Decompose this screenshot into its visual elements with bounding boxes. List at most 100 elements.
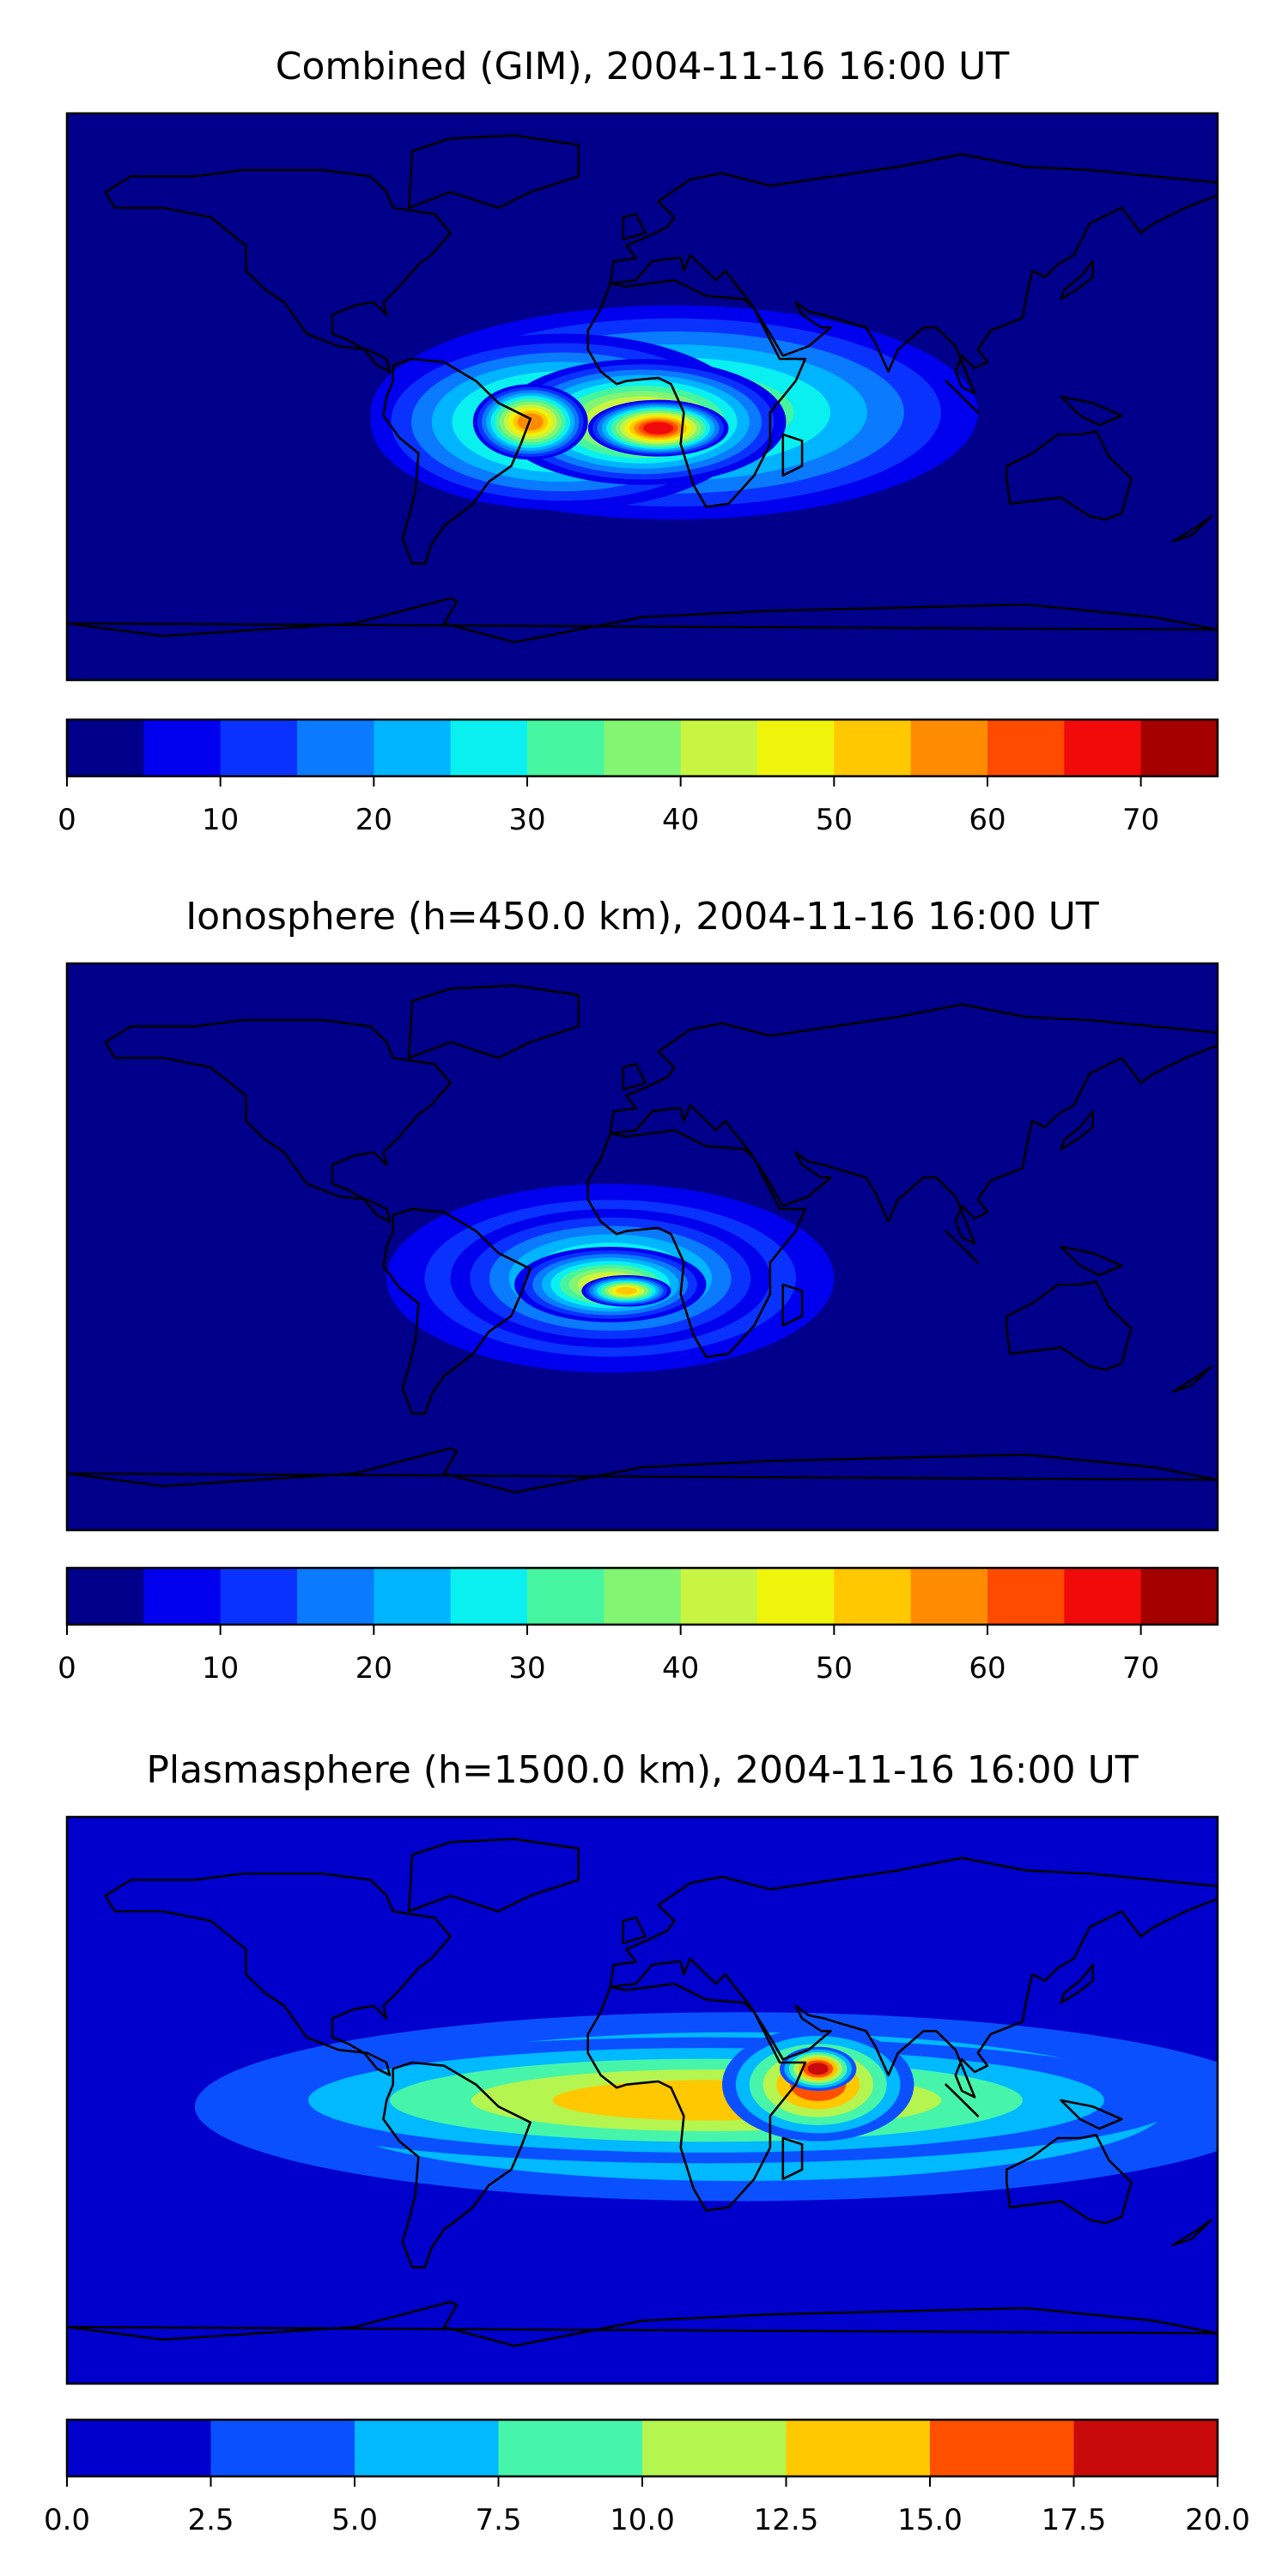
coastline: [407, 984, 580, 1060]
colorbar-segment: [143, 1568, 222, 1625]
colorbar-tick-label: 20.0: [1185, 2503, 1250, 2537]
coastline: [1005, 2134, 1133, 2225]
colorbar-segment: [930, 2420, 1074, 2476]
colorbar: 0 10 20 30 40 50 60 70: [58, 1566, 1219, 1686]
coastline: [382, 2061, 532, 2269]
coastline: [781, 433, 804, 477]
colorbar-segment: [1064, 1568, 1142, 1625]
coastline: [586, 1983, 807, 2212]
colorbar-tick-label: 0: [58, 803, 76, 837]
colorbar-segment: [498, 2420, 643, 2476]
coastline: [1060, 395, 1123, 427]
colorbar-tick-label: 10: [202, 803, 239, 837]
colorbar-segment: [1064, 720, 1142, 776]
coastline: [407, 134, 580, 210]
coastline: [1060, 1110, 1095, 1151]
colorbar-segment: [210, 2420, 355, 2476]
colorbar-tick-label: 10: [202, 1651, 239, 1686]
colorbar-tick-label: 30: [508, 803, 545, 837]
colorbar-tick-label: 10.0: [610, 2503, 675, 2537]
contour-band: [616, 1287, 637, 1295]
colorbar-segment: [987, 720, 1065, 776]
colorbar-segment: [642, 2420, 787, 2476]
coastline: [945, 1230, 980, 1264]
coastline: [945, 380, 980, 414]
colorbar-segment: [834, 1568, 912, 1625]
colorbar-tick-label: 0.0: [44, 2503, 90, 2537]
colorbar-tick-label: 20: [355, 1651, 392, 1686]
colorbar-segment: [297, 720, 374, 776]
coastline: [407, 1838, 580, 1913]
colorbar-segment: [680, 720, 758, 776]
coastline: [622, 1917, 647, 1944]
map-field: [67, 113, 1218, 680]
coastline: [104, 1872, 453, 2076]
colorbar-segment: [527, 720, 605, 776]
coastline: [781, 1283, 804, 1327]
coastline: [67, 2300, 1218, 2348]
coastline: [609, 1856, 1218, 2099]
coastline: [945, 2083, 980, 2117]
colorbar-segment: [450, 720, 528, 776]
colorbar-tick-label: 30: [508, 1651, 545, 1686]
colorbar-segment: [910, 1568, 988, 1625]
map-frame: [65, 112, 1219, 682]
panel-1: Combined (GIM), 2004-11-16 16:00 UT 0 10 20…: [58, 45, 1219, 837]
colorbar-tick-label: 70: [1122, 1651, 1159, 1686]
coastline: [609, 153, 1218, 395]
colorbar-tick-label: 40: [662, 1651, 699, 1686]
map-frame: [65, 962, 1219, 1532]
colorbar-segment: [757, 1568, 835, 1625]
coastline: [104, 1018, 453, 1223]
colorbar-segment: [1140, 720, 1218, 776]
coastline: [1060, 259, 1095, 301]
colorbar-segment: [987, 1568, 1065, 1625]
colorbar-tick-label: 40: [662, 803, 699, 837]
coastline: [1005, 429, 1133, 521]
colorbar-segment: [604, 720, 682, 776]
coastline: [104, 168, 453, 374]
colorbar-segment: [680, 1568, 758, 1625]
colorbar: 0 10 20 30 40 50 60 70: [58, 718, 1219, 837]
colorbar-frame: [65, 718, 1219, 778]
colorbar-segment: [604, 1568, 682, 1625]
colorbar-segment: [67, 1568, 144, 1625]
coastline: [1005, 1280, 1133, 1371]
colorbar-tick-label: 50: [816, 803, 853, 837]
colorbar-tick-label: 20: [355, 803, 392, 837]
coastline: [586, 1129, 807, 1358]
colorbar-segment: [297, 1568, 374, 1625]
colorbar-tick-label: 17.5: [1042, 2503, 1107, 2537]
colorbar-segment: [1073, 2420, 1218, 2476]
coastline: [1060, 1245, 1123, 1277]
colorbar-segment: [450, 1568, 528, 1625]
panel-title: Combined (GIM), 2004-11-16 16:00 UT: [276, 45, 1010, 88]
coastline: [586, 278, 807, 508]
coastline: [781, 2136, 804, 2180]
colorbar-tick-label: 2.5: [187, 2503, 234, 2537]
colorbar-segment: [834, 720, 912, 776]
contour-band: [517, 413, 544, 431]
colorbar-segment: [757, 720, 835, 776]
colorbar-segment: [67, 2420, 211, 2476]
coastline: [1171, 1365, 1212, 1393]
colorbar-segment: [355, 2420, 499, 2476]
colorbar-segment: [374, 1568, 452, 1625]
panel-3: Plasmasphere (h=1500.0 km), 2004-11-16 1…: [44, 1748, 1250, 2537]
panel-title: Plasmasphere (h=1500.0 km), 2004-11-16 1…: [146, 1748, 1138, 1792]
colorbar-tick-label: 70: [1122, 803, 1159, 837]
colorbar-tick-label: 15.0: [897, 2503, 963, 2537]
colorbar-segment: [220, 720, 298, 776]
colorbar-segment: [786, 2420, 931, 2476]
coastline: [382, 1207, 532, 1415]
colorbar-tick-label: 0: [58, 1651, 76, 1686]
coastline: [1171, 2219, 1212, 2246]
colorbar-tick-label: 5.0: [331, 2503, 378, 2537]
coastline: [1060, 1964, 1095, 2004]
colorbar-segment: [527, 1568, 605, 1625]
colorbar-segment: [1140, 1568, 1218, 1625]
coastline: [622, 213, 647, 241]
coastline: [382, 357, 532, 565]
coastline: [67, 1447, 1218, 1494]
